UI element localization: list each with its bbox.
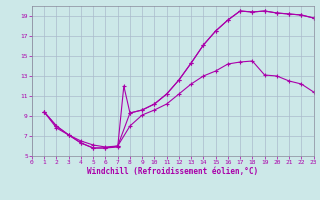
X-axis label: Windchill (Refroidissement éolien,°C): Windchill (Refroidissement éolien,°C) (87, 167, 258, 176)
